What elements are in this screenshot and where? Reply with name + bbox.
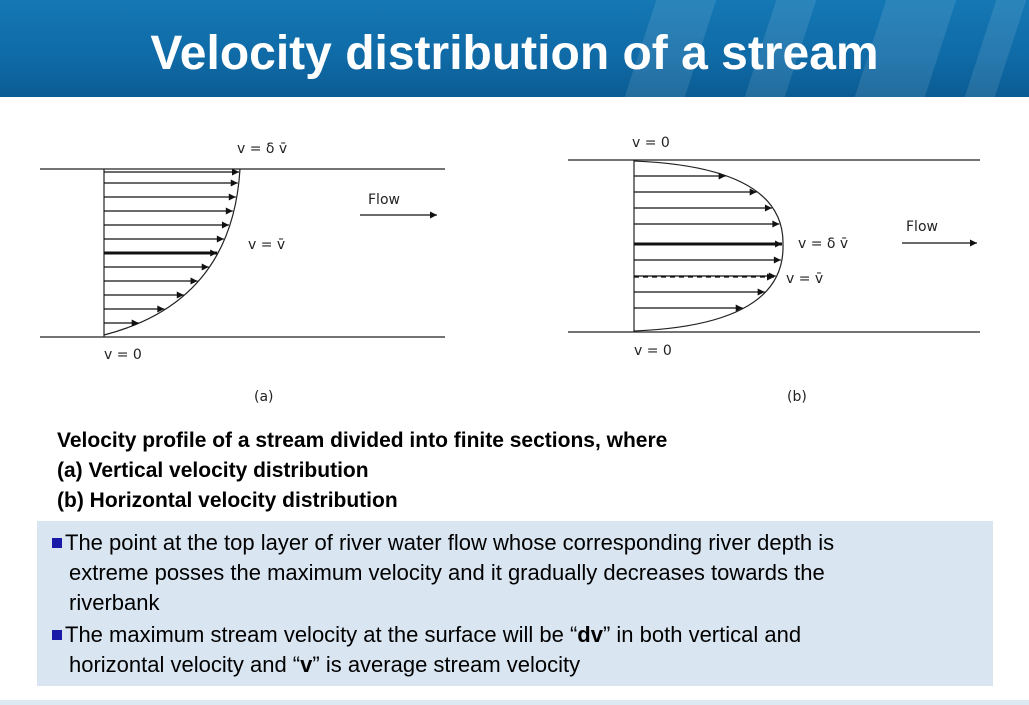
caption-line-3: (b) Horizontal velocity distribution: [57, 489, 398, 512]
note-bullet-2: The maximum stream velocity at the surfa…: [52, 620, 972, 680]
caption-line-1: Velocity profile of a stream divided int…: [57, 429, 668, 452]
caption-line-2: (a) Vertical velocity distribution: [57, 459, 369, 482]
average-velocity-label: v = v̄: [248, 237, 285, 253]
panel-a: Flow v = δ v̄ v = v̄ v = 0 (a): [40, 141, 445, 405]
surface-velocity-label: v = δ v̄: [237, 141, 287, 157]
footer-strip: [0, 700, 1029, 705]
bank-top-velocity-label: v = 0: [632, 135, 670, 151]
flow-label: Flow: [368, 192, 400, 208]
velocity-profile-diagram: Flow v = δ v̄ v = v̄ v = 0 (a) Flow v = …: [40, 135, 980, 405]
panel-b: Flow v = 0 v = δ v̄ v = v̄ v = 0 (b): [568, 135, 980, 405]
velocity-arrows: [634, 172, 783, 312]
flow-label: Flow: [906, 219, 938, 235]
bullet-square-icon: [52, 538, 62, 548]
notes-box: The point at the top layer of river wate…: [37, 521, 993, 686]
velocity-arrows: [104, 168, 239, 327]
bed-velocity-label: v = 0: [104, 347, 142, 363]
panel-a-caption: (a): [254, 389, 274, 405]
bank-bottom-velocity-label: v = 0: [634, 343, 672, 359]
average-velocity-label: v = v̄: [786, 271, 823, 287]
figure-caption: Velocity profile of a stream divided int…: [57, 426, 957, 516]
title-banner: Velocity distribution of a stream: [0, 0, 1029, 97]
velocity-curve: [633, 160, 784, 332]
bullet-square-icon: [52, 630, 62, 640]
panel-b-caption: (b): [787, 389, 807, 405]
max-velocity-label: v = δ v̄: [798, 236, 848, 252]
page-title: Velocity distribution of a stream: [150, 27, 879, 80]
note-bullet-1: The point at the top layer of river wate…: [52, 528, 972, 618]
